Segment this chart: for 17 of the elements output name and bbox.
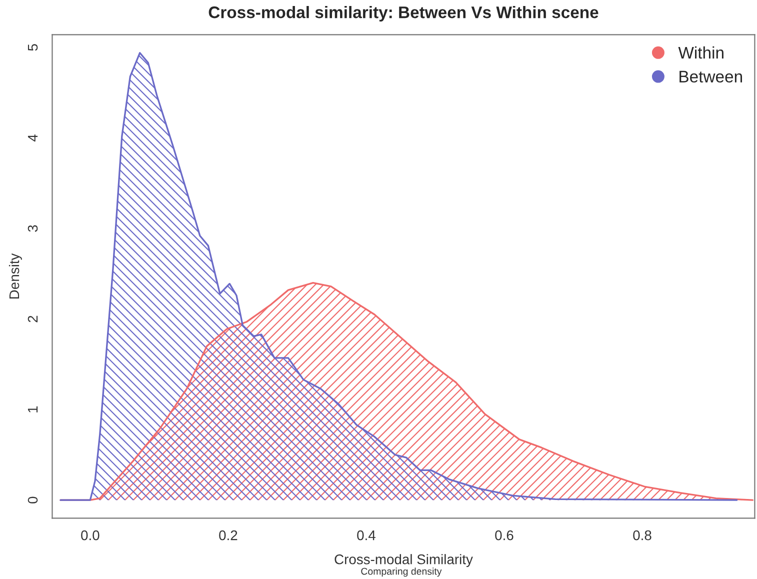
x-tick-label: 0.8 [633, 530, 652, 540]
legend-label: Within [678, 46, 724, 59]
y-tick-label: 2 [28, 316, 38, 322]
x-tick-label: 0.0 [81, 530, 100, 540]
y-tick-label: 0 [28, 496, 38, 504]
y-axis-title: Density [8, 253, 22, 298]
y-tick-label: 4 [28, 134, 38, 142]
chart-title: Cross-modal similarity: Between Vs Within scene [208, 6, 598, 22]
x-axis-title: Cross-modal Similarity [334, 554, 473, 568]
y-tick-label: 5 [28, 44, 38, 51]
y-tick-label: 1 [28, 406, 38, 412]
x-tick-label: 0.2 [219, 530, 238, 540]
x-tick-label: 0.6 [495, 530, 514, 540]
text: Comparing density [361, 568, 442, 577]
legend-label: Between [680, 70, 742, 83]
x-tick-label: 0.4 [357, 530, 376, 540]
y-tick-label: 3 [28, 225, 38, 232]
